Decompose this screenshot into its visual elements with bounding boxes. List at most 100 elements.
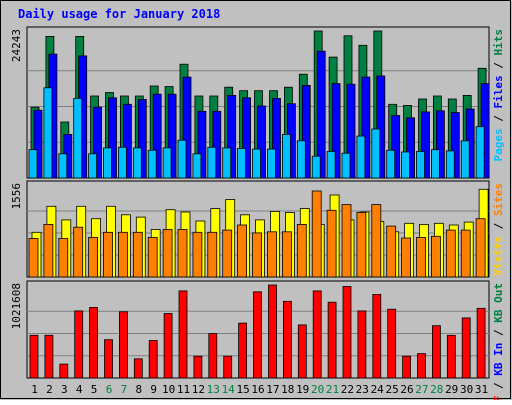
panel-legend: Pages / Files / Hits — [492, 29, 505, 162]
bar — [242, 97, 252, 179]
legend-entry: / — [492, 216, 505, 236]
bar — [460, 229, 471, 278]
bar — [296, 223, 307, 278]
x-tick-label: 17 — [266, 383, 279, 396]
bar — [88, 153, 97, 179]
bar — [104, 339, 113, 379]
bar — [281, 133, 291, 179]
bar — [301, 85, 311, 179]
bar — [133, 358, 143, 379]
bar — [118, 231, 128, 278]
bar — [311, 155, 321, 179]
bar — [372, 293, 382, 379]
x-tick-label: 31 — [475, 383, 488, 396]
bar — [123, 103, 132, 179]
bar — [391, 115, 401, 179]
bar — [272, 98, 281, 179]
bar — [238, 322, 248, 379]
bar — [44, 334, 54, 379]
bar — [296, 140, 306, 179]
y-axis-max-label: 1021608 — [10, 283, 23, 329]
x-tick-label: 25 — [385, 383, 398, 396]
bar — [371, 204, 382, 278]
x-tick-label: 18 — [281, 383, 294, 396]
bar — [162, 229, 173, 278]
bar — [346, 83, 356, 179]
bar — [475, 126, 485, 179]
bar — [89, 306, 98, 379]
bar — [208, 333, 218, 379]
bar — [342, 286, 352, 379]
x-tick-label: 5 — [91, 383, 98, 396]
bar — [227, 95, 237, 179]
bar — [119, 311, 128, 379]
bar — [73, 226, 84, 278]
bar — [88, 236, 98, 278]
bar — [341, 152, 351, 179]
bar — [178, 290, 188, 379]
x-tick-label: 14 — [222, 383, 236, 396]
bar — [316, 50, 326, 179]
legend-entry: / — [492, 323, 505, 343]
bar — [387, 308, 397, 379]
bar — [326, 209, 337, 278]
series-sites — [28, 190, 486, 278]
bar — [253, 291, 262, 379]
bar — [28, 149, 38, 179]
bar — [331, 83, 341, 179]
bar — [476, 307, 486, 379]
bar — [167, 93, 177, 179]
x-axis-labels: 1 2 3 4 5 6 7 8 9 10 11 12 13 14 15 16 17 18 19 20 21 22 23 24 2… — [31, 383, 488, 396]
x-tick-label: 28 — [430, 383, 443, 396]
bar — [223, 355, 233, 379]
bar — [312, 290, 322, 379]
x-tick-label: 9 — [150, 383, 157, 396]
bar — [268, 284, 277, 379]
bar — [212, 110, 222, 179]
bar — [28, 238, 39, 278]
legend-entry: Sites — [492, 183, 505, 216]
bar — [297, 324, 307, 379]
bar — [237, 224, 248, 278]
bar — [357, 310, 367, 379]
bar — [406, 117, 416, 179]
panel-legend: Visits / Sites — [492, 183, 505, 276]
x-tick-label: 29 — [445, 383, 458, 396]
bar — [93, 106, 102, 179]
bar — [445, 229, 456, 278]
bar — [475, 218, 486, 278]
x-tick-label: 20 — [311, 383, 324, 396]
chart-title: Daily usage for January 2018 — [18, 7, 220, 21]
bar — [341, 204, 352, 278]
bar — [177, 139, 187, 179]
legend-entry: / — [492, 376, 505, 396]
bar — [132, 231, 143, 278]
x-tick-label: 8 — [135, 383, 142, 396]
bar — [137, 99, 147, 179]
x-tick-label: 3 — [61, 383, 68, 396]
x-tick-label: 1 — [31, 383, 38, 396]
bar — [182, 76, 192, 179]
bar — [197, 110, 207, 179]
bar — [267, 231, 277, 278]
legend-entry: KB In — [492, 343, 505, 376]
series-files — [33, 50, 490, 179]
y-axis-max-label: 1556 — [10, 183, 23, 210]
bar — [192, 231, 203, 278]
bar — [461, 317, 471, 379]
x-tick-label: 30 — [460, 383, 473, 396]
x-tick-label: 7 — [121, 383, 128, 396]
legend-entry: Pages — [492, 128, 505, 161]
bar — [430, 149, 440, 179]
x-tick-label: 2 — [46, 383, 53, 396]
bar — [311, 190, 322, 278]
x-tick-label: 12 — [192, 383, 205, 396]
bar — [435, 110, 445, 179]
bar — [267, 148, 276, 179]
bar — [193, 355, 203, 379]
legend-entry: Visits — [492, 236, 505, 276]
bar — [118, 146, 127, 179]
bar — [356, 135, 366, 179]
bar — [416, 151, 425, 179]
